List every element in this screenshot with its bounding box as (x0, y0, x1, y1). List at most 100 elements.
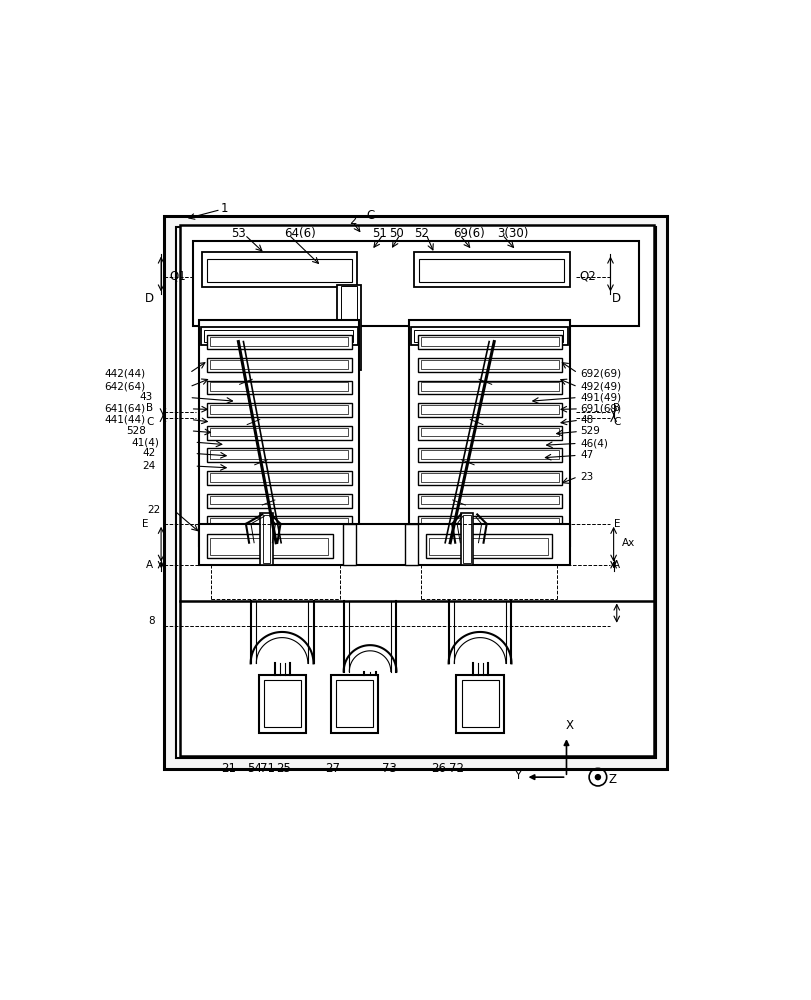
Bar (410, 327, 568, 345)
Text: 529: 529 (581, 426, 600, 436)
Bar (210, 496, 349, 504)
Bar (461, 680, 499, 727)
Bar (418, 335, 562, 349)
Text: C: C (146, 417, 153, 427)
Bar (421, 405, 559, 414)
Text: Ax: Ax (622, 538, 635, 548)
Bar (210, 382, 349, 391)
Bar (175, 227, 656, 758)
Text: 692(69): 692(69) (581, 368, 621, 378)
Text: Q2: Q2 (579, 269, 596, 282)
Text: D: D (145, 292, 154, 305)
Text: 72: 72 (449, 762, 464, 775)
Text: E: E (613, 519, 620, 529)
Bar (207, 471, 351, 485)
Text: 691(69): 691(69) (581, 404, 621, 414)
Bar (421, 382, 559, 391)
Text: 1: 1 (221, 202, 228, 215)
Bar (331, 675, 378, 733)
Text: Q1: Q1 (169, 269, 186, 282)
Bar (207, 516, 351, 530)
Bar (418, 471, 562, 485)
Bar (414, 330, 564, 342)
Bar (180, 225, 654, 756)
Bar (199, 320, 359, 546)
Bar (264, 680, 301, 727)
Text: A: A (146, 560, 153, 570)
Text: 3(30): 3(30) (497, 227, 529, 240)
Bar (263, 515, 270, 563)
Text: 21: 21 (221, 762, 237, 775)
Bar (457, 675, 504, 733)
Bar (210, 538, 328, 555)
Text: 8: 8 (148, 616, 155, 626)
Bar (421, 496, 559, 504)
Text: 26: 26 (431, 762, 446, 775)
Text: Z: Z (608, 773, 616, 786)
Bar (418, 516, 562, 530)
Bar (418, 448, 562, 462)
Bar (207, 534, 333, 558)
Bar (207, 426, 351, 440)
Text: 441(44): 441(44) (105, 415, 146, 425)
Bar (421, 337, 559, 346)
Text: 50: 50 (389, 227, 404, 240)
Text: 491(49): 491(49) (581, 393, 621, 403)
Bar (410, 320, 569, 546)
Bar (418, 494, 562, 508)
Text: B: B (146, 403, 153, 413)
Bar (210, 337, 349, 346)
Bar (204, 330, 354, 342)
Bar (260, 513, 273, 565)
Bar (418, 381, 562, 394)
Text: 69(6): 69(6) (453, 227, 485, 240)
Bar (421, 450, 559, 459)
Text: 54: 54 (247, 762, 261, 775)
Bar (202, 252, 357, 287)
Bar (207, 448, 351, 462)
Text: 48: 48 (581, 415, 594, 425)
Bar (210, 518, 349, 527)
Text: 22: 22 (148, 505, 161, 515)
Bar (164, 216, 667, 769)
Bar (207, 259, 351, 282)
Bar (180, 601, 654, 756)
Bar (207, 381, 351, 394)
Text: X: X (565, 719, 573, 732)
Bar (418, 358, 562, 372)
Text: 47: 47 (581, 450, 594, 460)
Bar (421, 428, 559, 436)
Text: 23: 23 (581, 472, 594, 482)
Circle shape (595, 775, 600, 780)
Bar (414, 252, 569, 287)
Text: 642(64): 642(64) (105, 382, 146, 392)
Text: A: A (613, 560, 620, 570)
Text: 73: 73 (382, 762, 397, 775)
Bar (210, 450, 349, 459)
Text: Y: Y (514, 769, 521, 782)
Text: 528: 528 (127, 426, 147, 436)
Bar (421, 360, 559, 369)
Bar (337, 285, 361, 370)
Bar (341, 286, 357, 367)
Bar (210, 360, 349, 369)
Text: 46(4): 46(4) (581, 438, 608, 448)
Bar (418, 403, 562, 417)
Text: 492(49): 492(49) (581, 382, 621, 392)
Text: 641(64): 641(64) (105, 404, 146, 414)
Text: 52: 52 (414, 227, 429, 240)
Text: C: C (367, 209, 375, 222)
Bar (343, 524, 356, 565)
Bar (418, 426, 562, 440)
Text: C: C (613, 417, 620, 427)
Text: 41(4): 41(4) (131, 437, 160, 447)
Text: 71: 71 (260, 762, 276, 775)
Text: E: E (142, 519, 148, 529)
Bar (207, 494, 351, 508)
Bar (259, 675, 306, 733)
Bar (207, 335, 351, 349)
Bar (461, 513, 474, 565)
Text: 2: 2 (349, 214, 357, 227)
Bar (427, 534, 552, 558)
Bar (430, 538, 547, 555)
